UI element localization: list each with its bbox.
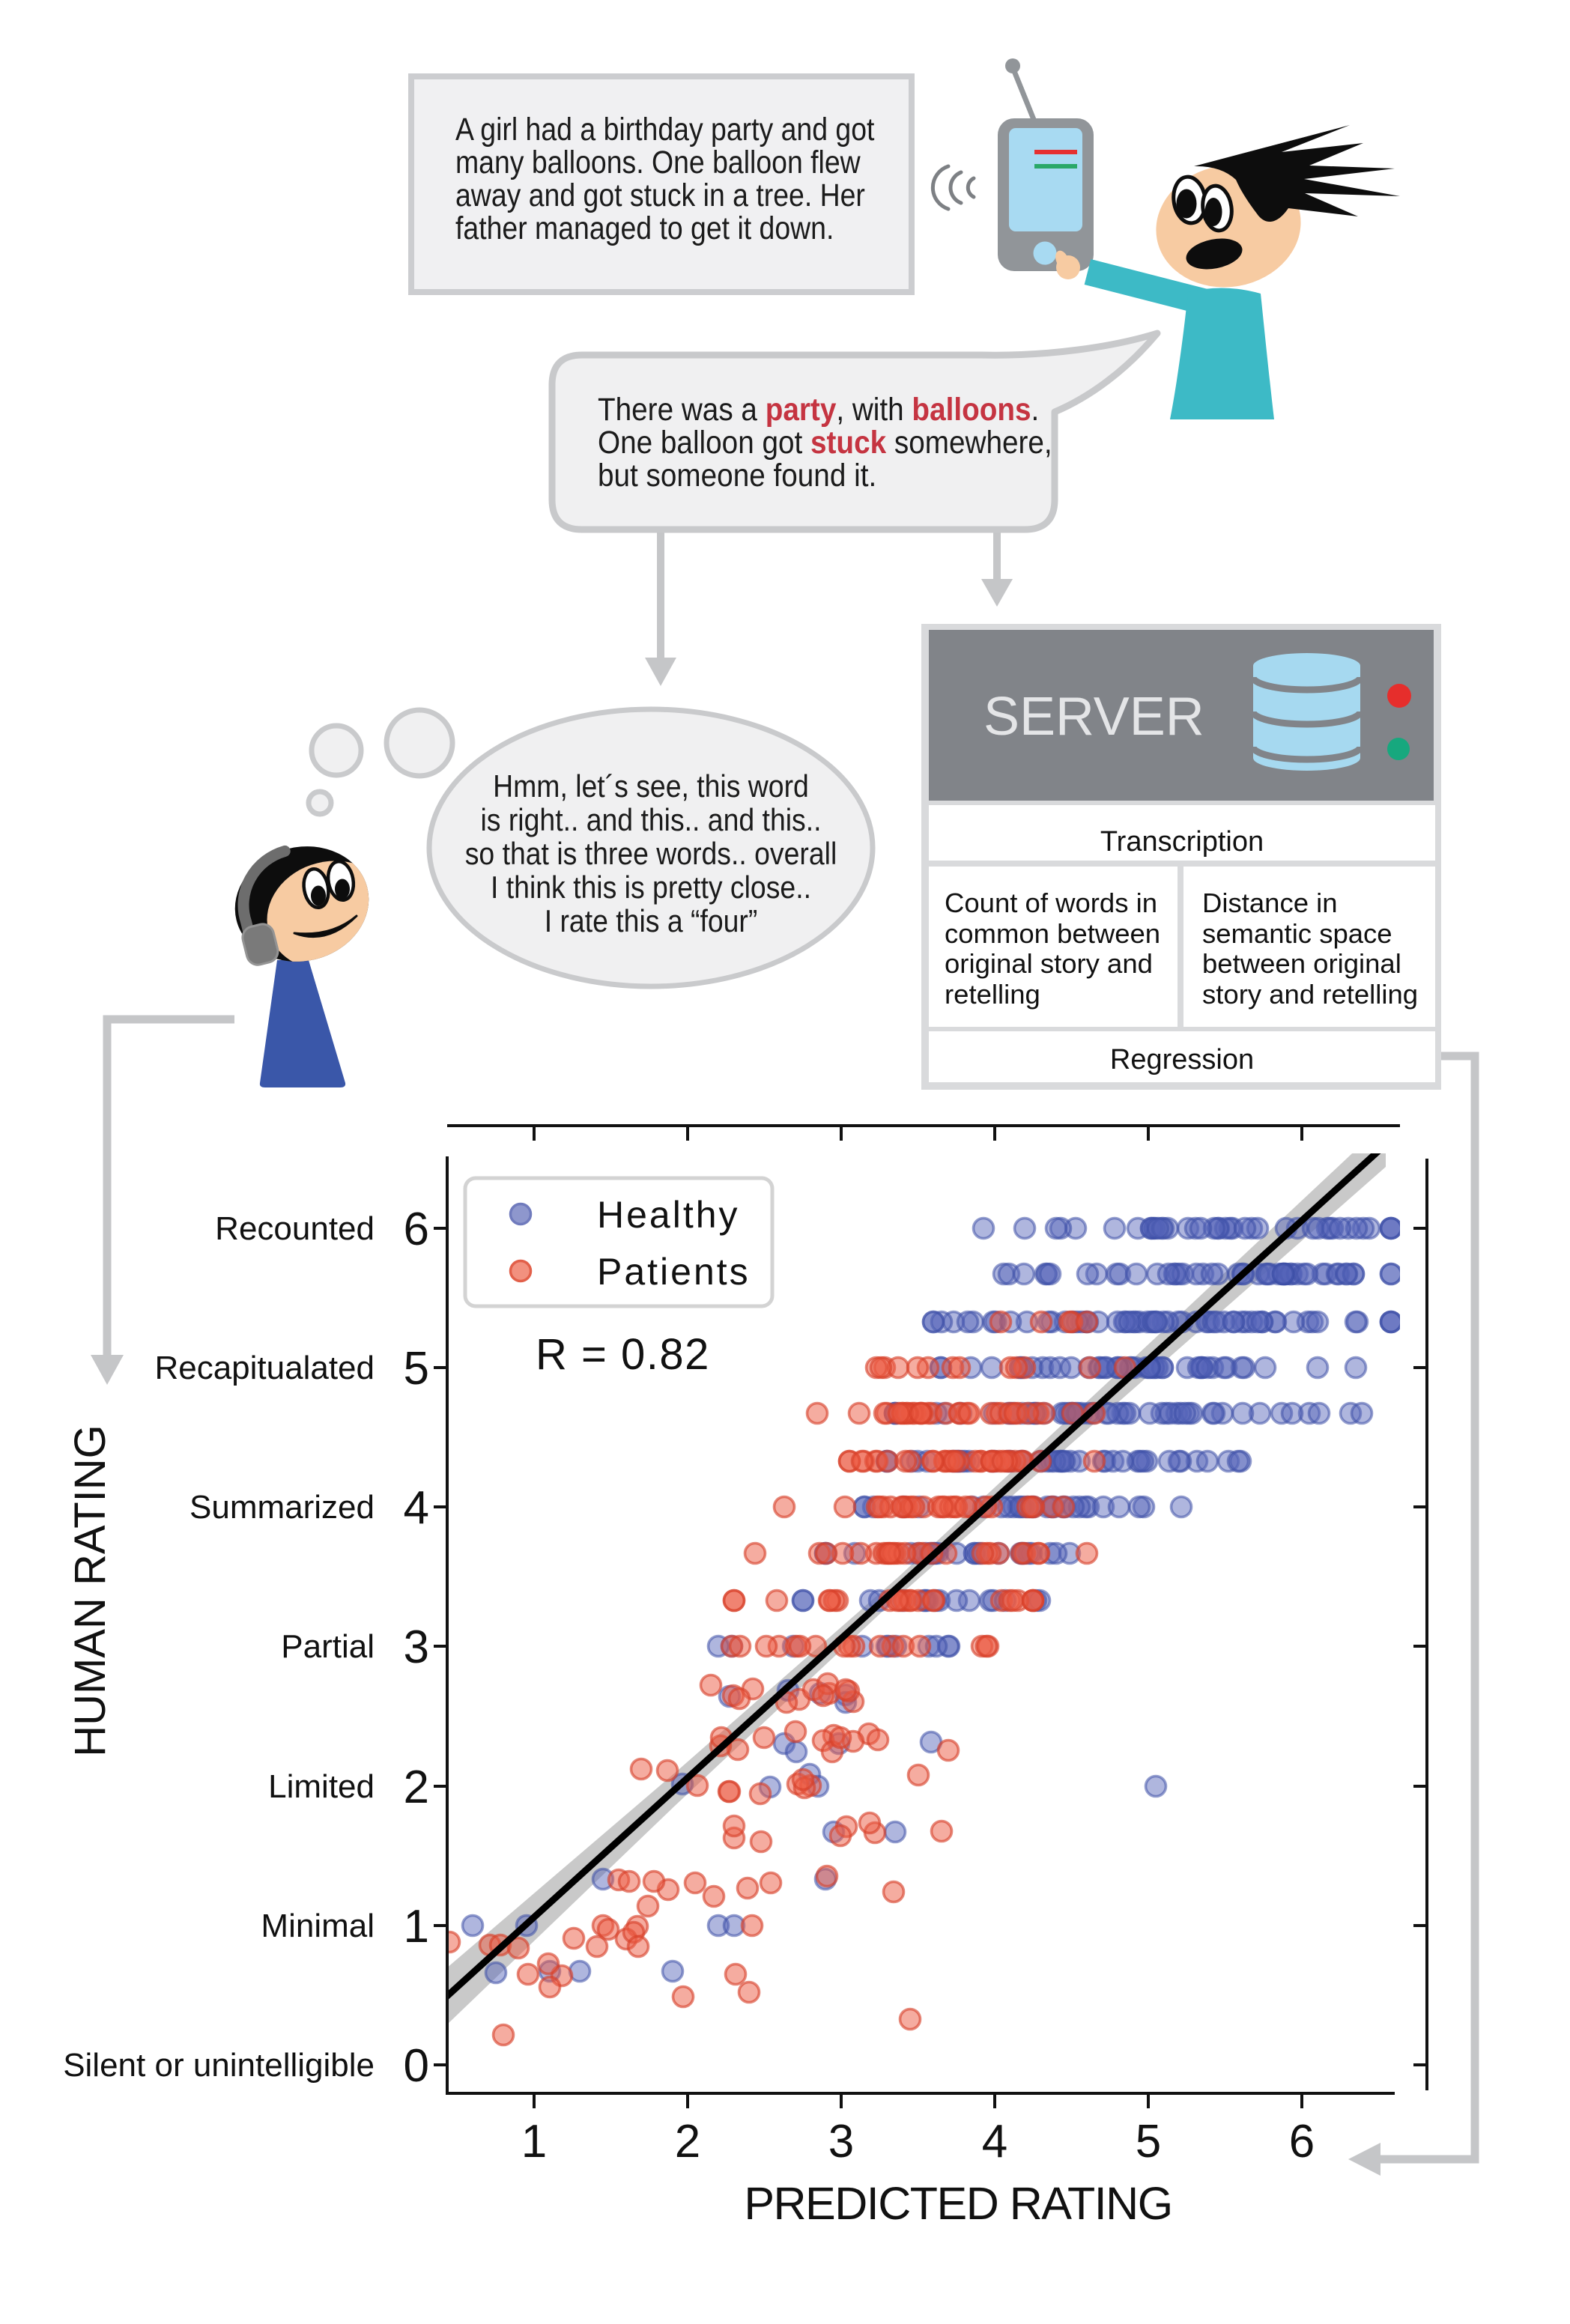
svg-text:3: 3 (828, 2116, 854, 2167)
svg-text:Patients: Patients (597, 1251, 751, 1293)
svg-text:HUMAN RATING: HUMAN RATING (66, 1425, 115, 1757)
svg-text:Minimal: Minimal (261, 1908, 375, 1944)
svg-text:4: 4 (982, 2116, 1007, 2167)
svg-text:R = 0.82: R = 0.82 (536, 1330, 710, 1379)
svg-text:SERVER: SERVER (983, 687, 1204, 747)
svg-text:Partial: Partial (281, 1628, 375, 1665)
svg-text:Silent or unintelligible: Silent or unintelligible (63, 2047, 375, 2084)
svg-text:Healthy: Healthy (597, 1194, 740, 1236)
svg-text:2: 2 (404, 1762, 429, 1813)
svg-text:PREDICTED RATING: PREDICTED RATING (744, 2178, 1172, 2229)
svg-text:5: 5 (404, 1343, 429, 1395)
svg-text:Recounted: Recounted (215, 1210, 375, 1247)
svg-text:2: 2 (675, 2116, 700, 2167)
svg-text:Limited: Limited (268, 1768, 375, 1805)
svg-text:1: 1 (521, 2116, 547, 2167)
svg-text:4: 4 (404, 1482, 429, 1534)
svg-text:6: 6 (404, 1204, 429, 1255)
svg-text:Recapitualated: Recapitualated (154, 1350, 375, 1386)
svg-text:1: 1 (404, 1901, 429, 1953)
svg-text:5: 5 (1136, 2116, 1161, 2167)
svg-text:0: 0 (404, 2040, 429, 2092)
svg-text:3: 3 (404, 1621, 429, 1673)
svg-text:Summarized: Summarized (190, 1489, 375, 1526)
svg-text:6: 6 (1289, 2116, 1315, 2167)
